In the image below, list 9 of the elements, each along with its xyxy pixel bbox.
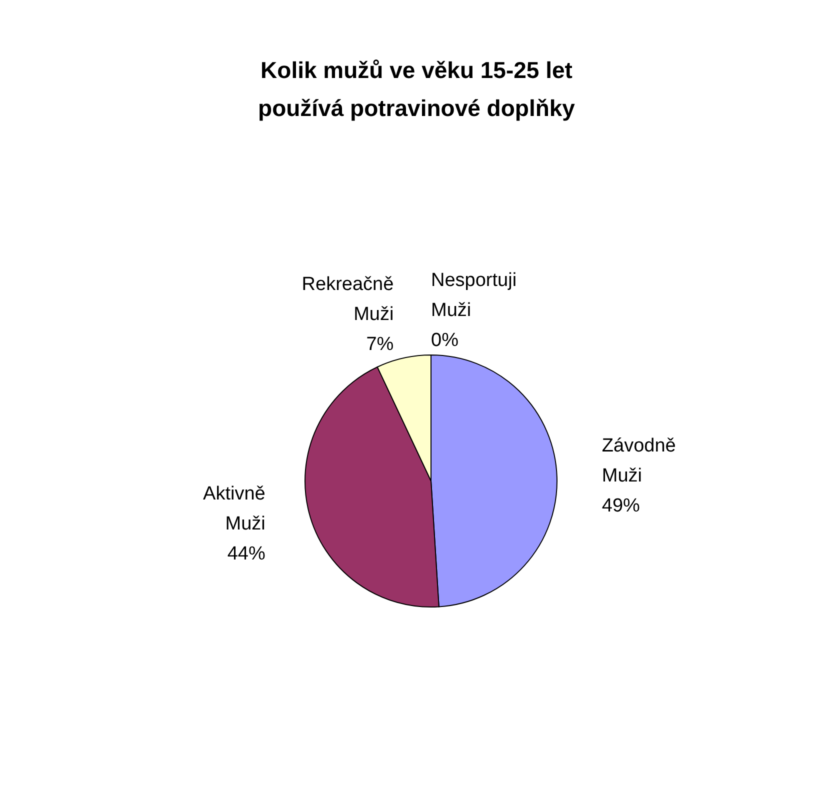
slice-label: Závodně Muži [602,436,676,487]
data-label: 44% [227,544,266,565]
slice-label: Aktivně Muži [203,484,266,535]
data-label: 49% [602,496,640,517]
slice-label: Rekreačně Muži [302,274,394,326]
chart-title: Kolik mužů ve věku 15-25 let používá potravinové doplňky [258,57,576,121]
text: 0% [431,330,458,351]
category-label: Nesportuji Muži [431,270,517,321]
data-label: 7% [366,334,394,356]
